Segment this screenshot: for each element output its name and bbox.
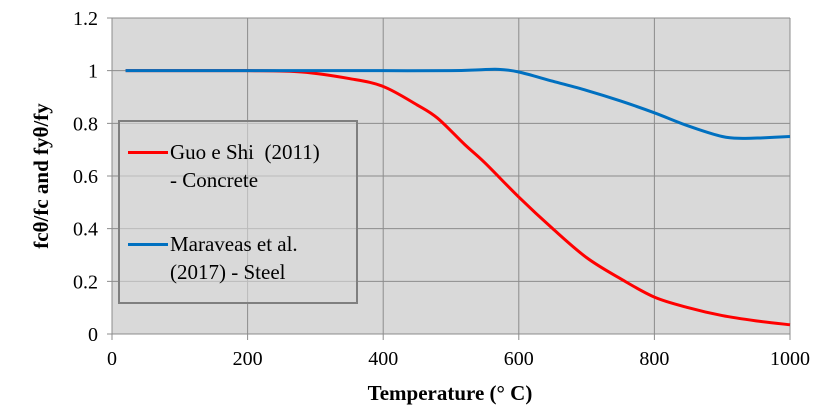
y-axis-title: fcθ/fc and fyθ/fy — [29, 103, 53, 249]
y-tick-labels: 0 0.2 0.4 0.6 0.8 1 1.2 — [73, 8, 98, 346]
y-tick-label: 1.2 — [73, 8, 98, 30]
y-tick-label: 0 — [88, 324, 98, 346]
y-tick-label: 0.6 — [73, 166, 98, 188]
y-tick-label: 0.4 — [73, 219, 98, 241]
legend-label: - Concrete — [170, 168, 259, 192]
x-tick-label: 400 — [368, 348, 398, 370]
y-tick-label: 1 — [88, 61, 98, 83]
x-tick-label: 200 — [233, 348, 263, 370]
x-tick-label: 600 — [504, 348, 534, 370]
x-tick-label: 1000 — [770, 348, 810, 370]
x-tick-label: 0 — [107, 348, 117, 370]
legend-swatch-concrete — [128, 151, 168, 154]
legend-label: Guo e Shi (2011) — [170, 140, 320, 164]
legend-label: Maraveas et al. — [170, 232, 298, 256]
y-tick-label: 0.8 — [73, 113, 98, 135]
x-tick-label: 800 — [639, 348, 669, 370]
x-tick-labels: 0 200 400 600 800 1000 — [107, 348, 810, 370]
x-axis-title: Temperature (° C) — [368, 381, 533, 405]
y-tick-label: 0.2 — [73, 271, 98, 293]
legend-item-steel: Maraveas et al. (2017) - Steel — [128, 230, 298, 286]
legend-swatch-steel — [128, 243, 168, 246]
legend: Guo e Shi (2011) - Concrete Maraveas et … — [118, 120, 358, 304]
legend-item-concrete: Guo e Shi (2011) - Concrete — [128, 138, 320, 194]
series-line-1 — [125, 67, 791, 140]
legend-label: (2017) - Steel — [170, 260, 286, 284]
series-lines — [125, 67, 791, 327]
